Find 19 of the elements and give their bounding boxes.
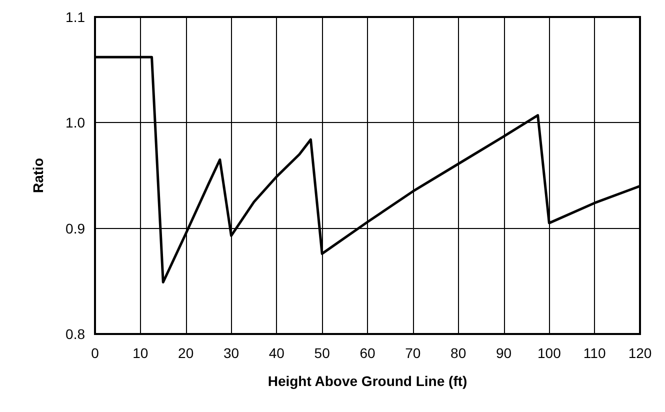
x-tick-label: 10 (132, 345, 148, 361)
x-tick-label: 30 (223, 345, 240, 361)
x-tick-label: 100 (537, 345, 562, 361)
x-tick-label: 50 (314, 345, 330, 361)
y-tick-label: 1.1 (66, 9, 86, 25)
y-tick-label: 1.0 (66, 114, 86, 131)
x-axis-title: Height Above Ground Line (ft) (268, 373, 468, 389)
y-tick-label: 0.8 (66, 326, 86, 342)
x-tick-label: 90 (496, 345, 512, 361)
x-tick-label: 40 (268, 345, 285, 361)
x-tick-label: 110 (583, 345, 606, 361)
x-tick-label: 0 (91, 345, 100, 361)
x-tick-label: 70 (405, 345, 421, 361)
x-tick-label: 60 (360, 345, 376, 361)
x-tick-label: 20 (178, 345, 194, 361)
y-axis-title: Ratio (30, 158, 46, 193)
x-tick-label: 120 (628, 345, 652, 361)
x-tick-label: 80 (450, 345, 466, 361)
y-tick-label: 0.9 (66, 220, 86, 236)
